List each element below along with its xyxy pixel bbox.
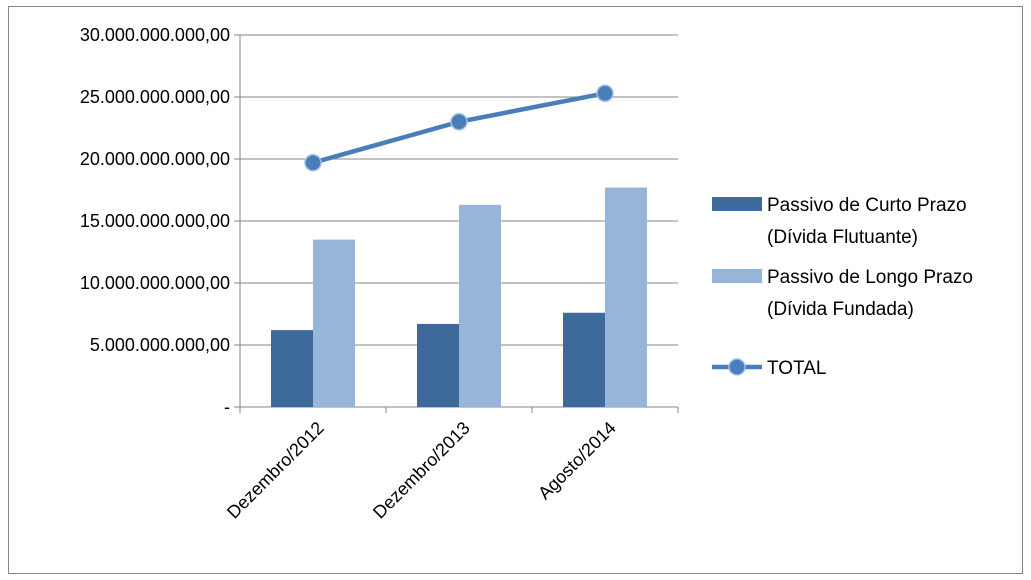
- bar-series-1-dezembro-2013: [459, 204, 501, 407]
- x-tick-label: Dezembro/2013: [369, 418, 474, 523]
- total-line-marker: [450, 113, 468, 131]
- chart-frame: [8, 6, 1023, 574]
- legend-label-2: TOTAL: [767, 358, 826, 379]
- bar-series-1-dezembro-2012: [313, 239, 355, 407]
- legend: Passivo de Curto Prazo (Dívida Flutuante)…: [712, 195, 973, 379]
- total-line-marker: [596, 84, 614, 103]
- y-tick-label: 25.000.000.000,00: [80, 87, 230, 107]
- y-tick-label: 20.000.000.000,00: [80, 149, 230, 169]
- legend-label-1: (Dívida Fundada): [767, 299, 914, 320]
- y-tick-label: 15.000.000.000,00: [80, 211, 230, 231]
- y-tick-label: 10.000.000.000,00: [80, 273, 230, 293]
- y-tick-label: -: [224, 397, 230, 417]
- x-tick-label: Dezembro/2012: [223, 418, 328, 523]
- bar-series-1-agosto-2014: [605, 187, 647, 407]
- total-line: [304, 84, 614, 172]
- legend-label-0: Passivo de Curto Prazo: [767, 195, 967, 216]
- legend-swatch-marker: [728, 358, 746, 376]
- legend-swatch-0: [712, 197, 762, 211]
- bar-series-0-dezembro-2012: [271, 330, 313, 407]
- y-tick-label: 30.000.000.000,00: [80, 25, 230, 45]
- bars: [271, 187, 647, 407]
- legend-swatch-1: [712, 269, 762, 283]
- legend-label-1: Passivo de Longo Prazo: [767, 267, 973, 288]
- legend-label-0: (Dívida Flutuante): [767, 227, 918, 248]
- total-line-marker: [304, 153, 322, 172]
- bar-series-0-dezembro-2013: [417, 323, 459, 407]
- bar-series-0-agosto-2014: [563, 312, 605, 407]
- x-tick-label: Agosto/2014: [534, 418, 620, 504]
- y-tick-label: 5.000.000.000,00: [90, 335, 230, 355]
